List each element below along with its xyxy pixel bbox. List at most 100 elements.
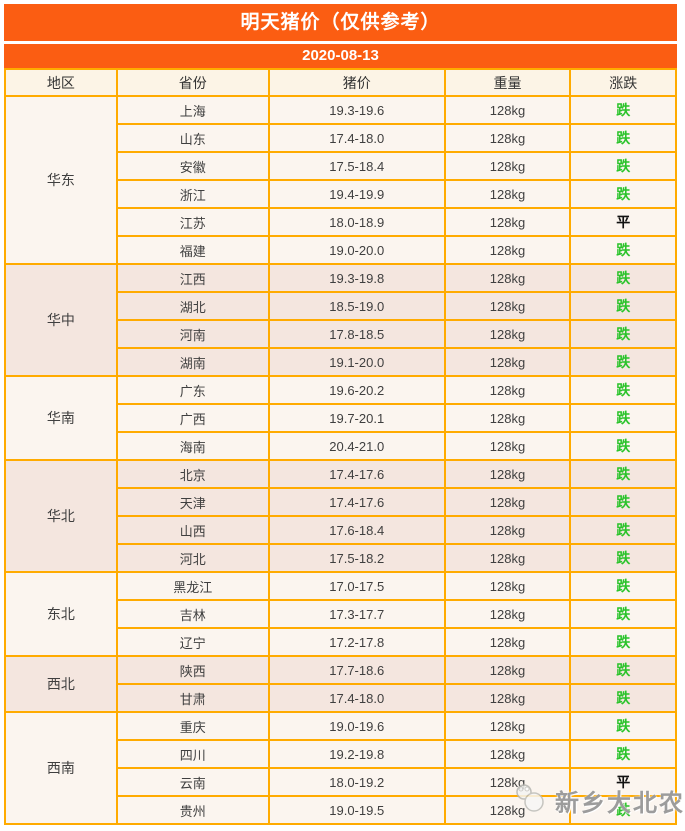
region-cell: 华中 [4, 263, 118, 377]
trend-cell: 跌 [569, 795, 677, 825]
province-cell: 辽宁 [115, 627, 270, 657]
province-cell: 广西 [115, 403, 270, 433]
weight-cell: 128kg [443, 263, 572, 293]
weight-cell: 128kg [443, 711, 572, 741]
table-row: 海南 20.4-21.0 128kg 跌 [5, 431, 677, 461]
header-row: 地区 省份 猪价 重量 涨跌 [4, 68, 677, 97]
region-cell: 西北 [4, 655, 118, 713]
price-cell: 19.3-19.6 [267, 95, 446, 125]
table-row: 河北 17.5-18.2 128kg 跌 [5, 543, 677, 573]
trend-cell: 跌 [569, 627, 677, 657]
table-row: 东北 黑龙江 17.0-17.5 128kg 跌 [4, 571, 677, 657]
region-cell: 华南 [4, 375, 118, 461]
trend-cell: 跌 [569, 571, 677, 601]
weight-cell: 128kg [443, 795, 572, 825]
table-row: 安徽 17.5-18.4 128kg 跌 [5, 151, 677, 181]
col-header-price: 猪价 [267, 68, 446, 97]
table-row: 湖南 19.1-20.0 128kg 跌 [5, 347, 677, 377]
price-cell: 17.8-18.5 [267, 319, 446, 349]
col-header-weight: 重量 [443, 68, 572, 97]
report-date: 2020-08-13 [302, 47, 379, 64]
trend-cell: 跌 [569, 319, 677, 349]
table-row: 甘肃 17.4-18.0 128kg 跌 [5, 683, 677, 713]
table-row: 天津 17.4-17.6 128kg 跌 [5, 487, 677, 517]
trend-cell: 平 [569, 767, 677, 797]
weight-cell: 128kg [443, 123, 572, 153]
price-table-header: 地区 省份 猪价 重量 涨跌 [4, 68, 677, 97]
trend-cell: 跌 [569, 739, 677, 769]
table-row: 福建 19.0-20.0 128kg 跌 [5, 235, 677, 265]
trend-cell: 跌 [569, 683, 677, 713]
province-cell: 北京 [115, 459, 270, 489]
weight-cell: 128kg [443, 235, 572, 265]
trend-cell: 跌 [569, 487, 677, 517]
price-cell: 17.6-18.4 [267, 515, 446, 545]
region-cell: 华北 [4, 459, 118, 573]
trend-cell: 跌 [569, 235, 677, 265]
weight-cell: 128kg [443, 403, 572, 433]
province-cell: 河南 [115, 319, 270, 349]
weight-cell: 128kg [443, 627, 572, 657]
weight-cell: 128kg [443, 151, 572, 181]
price-cell: 18.0-18.9 [267, 207, 446, 237]
trend-cell: 跌 [569, 151, 677, 181]
price-cell: 18.5-19.0 [267, 291, 446, 321]
table-row: 湖北 18.5-19.0 128kg 跌 [5, 291, 677, 321]
table-row: 云南 18.0-19.2 128kg 平 [5, 767, 677, 797]
price-cell: 17.5-18.2 [267, 543, 446, 573]
province-cell: 重庆 [115, 711, 270, 741]
table-row: 山东 17.4-18.0 128kg 跌 [5, 123, 677, 153]
table-row: 辽宁 17.2-17.8 128kg 跌 [5, 627, 677, 657]
trend-cell: 跌 [569, 179, 677, 209]
weight-cell: 128kg [443, 375, 572, 405]
trend-cell: 跌 [569, 515, 677, 545]
table-row: 山西 17.6-18.4 128kg 跌 [5, 515, 677, 545]
trend-cell: 平 [569, 207, 677, 237]
weight-cell: 128kg [443, 291, 572, 321]
province-cell: 陕西 [115, 655, 270, 685]
price-cell: 19.0-19.5 [267, 795, 446, 825]
price-cell: 19.3-19.8 [267, 263, 446, 293]
province-cell: 湖南 [115, 347, 270, 377]
province-cell: 四川 [115, 739, 270, 769]
table-row: 华中 江西 19.3-19.8 128kg 跌 [4, 263, 677, 377]
price-cell: 18.0-19.2 [267, 767, 446, 797]
price-cell: 19.2-19.8 [267, 739, 446, 769]
province-cell: 广东 [115, 375, 270, 405]
region-cell: 华东 [4, 95, 118, 265]
price-cell: 17.4-18.0 [267, 123, 446, 153]
trend-cell: 跌 [569, 375, 677, 405]
price-table: 地区 省份 猪价 重量 涨跌 华东 上海 19.3-19.6 128kg 跌山东 17.4… [4, 68, 677, 825]
title-banner: 明天猪价（仅供参考） [4, 4, 677, 41]
trend-cell: 跌 [569, 291, 677, 321]
province-cell: 甘肃 [115, 683, 270, 713]
weight-cell: 128kg [443, 543, 572, 573]
trend-cell: 跌 [569, 95, 677, 125]
price-cell: 17.3-17.7 [267, 599, 446, 629]
price-cell: 17.4-17.6 [267, 459, 446, 489]
table-row: 四川 19.2-19.8 128kg 跌 [5, 739, 677, 769]
trend-cell: 跌 [569, 655, 677, 685]
weight-cell: 128kg [443, 767, 572, 797]
province-cell: 黑龙江 [115, 571, 270, 601]
price-cell: 19.0-19.6 [267, 711, 446, 741]
table-row: 河南 17.8-18.5 128kg 跌 [5, 319, 677, 349]
price-cell: 19.1-20.0 [267, 347, 446, 377]
trend-cell: 跌 [569, 263, 677, 293]
province-cell: 山西 [115, 515, 270, 545]
weight-cell: 128kg [443, 347, 572, 377]
table-row: 西南 重庆 19.0-19.6 128kg 跌 [4, 711, 677, 825]
weight-cell: 128kg [443, 599, 572, 629]
trend-cell: 跌 [569, 543, 677, 573]
table-row: 贵州 19.0-19.5 128kg 跌 [5, 795, 677, 825]
trend-cell: 跌 [569, 459, 677, 489]
table-row: 华南 广东 19.6-20.2 128kg 跌 [4, 375, 677, 461]
weight-cell: 128kg [443, 95, 572, 125]
region-cell: 东北 [4, 571, 118, 657]
col-header-trend: 涨跌 [569, 68, 677, 97]
province-cell: 福建 [115, 235, 270, 265]
province-cell: 吉林 [115, 599, 270, 629]
weight-cell: 128kg [443, 319, 572, 349]
weight-cell: 128kg [443, 515, 572, 545]
province-cell: 海南 [115, 431, 270, 461]
